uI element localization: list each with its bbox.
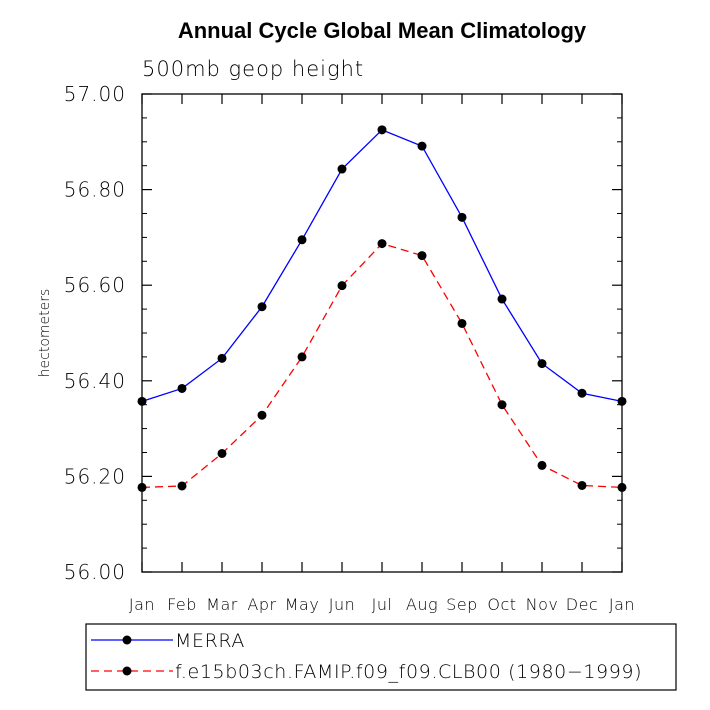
data-point: [217, 353, 227, 363]
data-point: [337, 281, 347, 291]
data-point: [297, 352, 307, 362]
data-point: [617, 482, 627, 492]
x-tick-label: Jan: [129, 595, 155, 614]
x-tick-label: May: [285, 595, 320, 614]
x-tick-label: Jul: [372, 595, 393, 614]
data-point: [137, 482, 147, 492]
legend-swatch-marker: [122, 666, 132, 676]
x-tick-label: Nov: [526, 595, 559, 614]
legend: MERRA f.e15b03ch.FAMIP.f09_f09.CLB00 (198…: [85, 623, 677, 691]
data-point: [377, 239, 387, 249]
axes-layer: Jan Feb Mar Apr May Jun Jul Aug Sep Oct Nov Dec Jan5…: [64, 82, 635, 614]
data-point: [177, 383, 187, 393]
x-tick-label: Jan: [609, 595, 635, 614]
plot-frame: [141, 93, 623, 573]
y-tick-label: 56.00: [64, 560, 126, 584]
data-point: [217, 448, 227, 458]
y-tick-label: 57.00: [64, 82, 126, 106]
data-point: [457, 212, 467, 222]
x-tick-label: Jun: [329, 595, 356, 614]
legend-swatch-marker: [122, 635, 132, 645]
y-tick-label: 56.40: [64, 369, 126, 393]
series-line-1: [141, 129, 623, 402]
x-tick-label: Feb: [167, 595, 197, 614]
x-tick-label: Apr: [247, 595, 276, 614]
data-point: [537, 359, 547, 369]
data-point: [537, 460, 547, 470]
y-axis-label: hectometers: [37, 289, 53, 378]
data-point: [457, 318, 467, 328]
data-point: [257, 302, 267, 312]
data-point: [417, 251, 427, 261]
x-tick-label: Aug: [406, 595, 438, 614]
y-tick-label: 56.80: [64, 178, 126, 202]
y-tick-label: 56.20: [64, 464, 126, 488]
legend-box: [85, 623, 677, 691]
data-point: [177, 481, 187, 491]
data-point: [497, 400, 507, 410]
y-tick-label: 56.60: [64, 273, 126, 297]
data-point: [617, 396, 627, 406]
data-point: [577, 388, 587, 398]
data-point: [417, 141, 427, 151]
data-point: [137, 396, 147, 406]
data-point: [377, 125, 387, 135]
series-line-2: [141, 242, 623, 489]
series-layer: [137, 125, 627, 492]
data-point: [337, 164, 347, 174]
x-tick-label: Mar: [206, 595, 238, 614]
x-tick-label: Sep: [446, 595, 478, 614]
data-point: [577, 480, 587, 490]
data-point: [497, 294, 507, 304]
data-point: [257, 410, 267, 420]
legend-label: f.e15b03ch.FAMIP.f09_f09.CLB00 (1980−199…: [175, 661, 642, 683]
legend-label: MERRA: [175, 630, 245, 652]
x-tick-label: Oct: [487, 595, 516, 614]
chart-title: Annual Cycle Global Mean Climatology: [178, 18, 587, 43]
chart-subtitle: 500mb geop height: [142, 57, 364, 81]
x-tick-label: Dec: [566, 595, 598, 614]
data-point: [297, 235, 307, 245]
